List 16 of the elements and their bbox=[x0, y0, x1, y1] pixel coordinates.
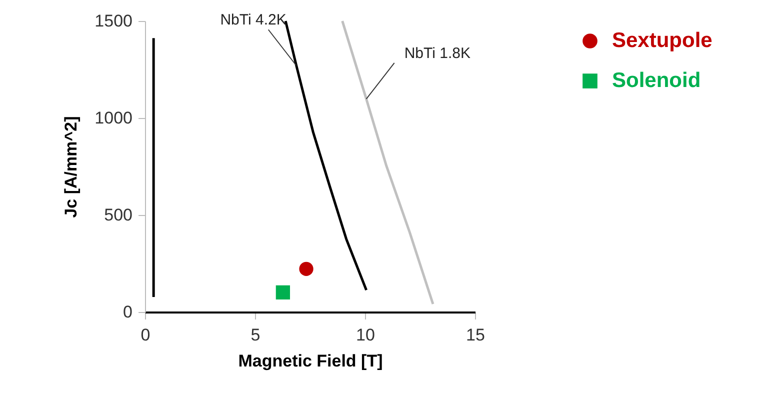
annotation: NbTi 4.2K bbox=[220, 12, 286, 29]
line-series bbox=[284, 20, 368, 292]
line-series bbox=[341, 20, 434, 306]
y-axis-title: Jc [A/mm^2] bbox=[62, 116, 81, 218]
x-tick-label: 10 bbox=[356, 326, 375, 344]
y-tick-label: 500 bbox=[104, 206, 132, 224]
y-tick-label: 0 bbox=[123, 302, 132, 322]
x-tick-label: 0 bbox=[140, 326, 150, 344]
x-axis-title: Magnetic Field [T] bbox=[238, 352, 383, 370]
x-tick-label: 5 bbox=[250, 326, 260, 344]
legend-label: Solenoid bbox=[612, 69, 701, 92]
x-tick-label: 15 bbox=[466, 326, 485, 344]
legend-label: Sextupole bbox=[612, 29, 712, 52]
annotation: NbTi 1.8K bbox=[404, 44, 470, 62]
y-tick-label: 1000 bbox=[94, 108, 132, 128]
y-tick-label: 1500 bbox=[94, 12, 132, 30]
